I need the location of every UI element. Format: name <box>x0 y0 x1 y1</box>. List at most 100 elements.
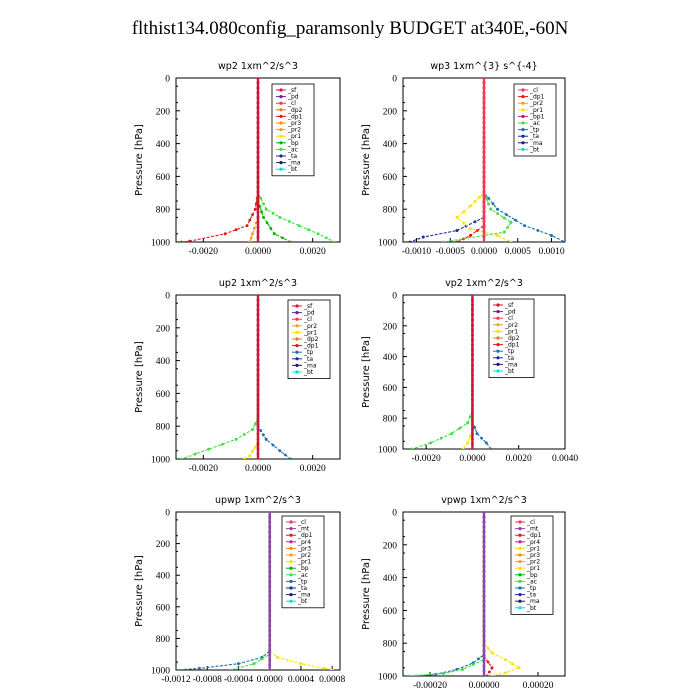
series-marker-sf <box>256 388 260 391</box>
series-marker-sf <box>256 373 260 376</box>
series-marker-sf <box>256 457 260 459</box>
legend-label: _bp1 <box>529 113 545 120</box>
legend-label: _dp1 <box>287 113 303 120</box>
legend-marker <box>521 95 525 99</box>
series-marker-mt <box>482 664 486 668</box>
legend-label: _pd <box>303 310 315 317</box>
series-marker-sf <box>256 220 260 224</box>
legend-label: _ma <box>303 362 317 369</box>
series-marker-cl <box>482 146 486 149</box>
series-marker-sf <box>471 407 474 411</box>
series-marker-mt <box>482 560 486 564</box>
series-marker-cl <box>482 180 486 184</box>
series-marker-cl <box>482 166 486 169</box>
series-marker-ac <box>502 216 506 220</box>
legend-marker <box>518 520 522 524</box>
y-axis-label: Pressure [hPa] <box>134 341 145 413</box>
series-marker-mt <box>268 569 272 573</box>
x-tick-label: 0.0040 <box>552 454 578 464</box>
legend-label: _dp1 <box>297 532 313 539</box>
series-marker-sf <box>256 225 260 229</box>
legend-label: _bt <box>526 605 537 612</box>
series-marker-pr1 <box>478 195 481 199</box>
series-marker-sf <box>256 101 260 105</box>
series-marker-tp <box>514 218 517 222</box>
legend-marker <box>496 323 500 327</box>
series-marker-cl <box>482 195 486 199</box>
legend-marker <box>289 533 293 537</box>
series-marker-dp1 <box>475 229 479 232</box>
series-marker-pr1 <box>517 666 521 670</box>
y-tick-label: 400 <box>383 353 398 363</box>
legend-marker <box>518 579 522 584</box>
series-marker-cl <box>482 171 486 174</box>
legend-marker <box>518 560 522 564</box>
series-marker-mt <box>268 535 272 539</box>
series-marker-sf <box>471 303 474 307</box>
series-marker-ac <box>458 426 462 430</box>
y-tick-label: 600 <box>383 384 398 394</box>
series-marker-mt <box>482 634 486 638</box>
legend-marker <box>295 304 299 308</box>
legend-label: _cl <box>287 100 296 107</box>
series-marker-sf <box>256 353 260 357</box>
series-marker-sf <box>256 427 260 431</box>
series-marker-mt <box>268 525 272 529</box>
series-marker-dp1 <box>490 666 494 670</box>
legend-label: _pr3 <box>526 552 540 559</box>
series-marker-ac <box>252 662 256 666</box>
series-marker-sf <box>256 175 260 179</box>
legend-marker <box>518 540 522 544</box>
series-marker-ac <box>407 674 410 676</box>
legend-label: _ta <box>287 153 297 160</box>
legend-label: _dp1 <box>303 343 319 350</box>
series-marker-sf <box>471 363 474 366</box>
series-marker-sf <box>256 402 260 406</box>
legend-marker <box>518 533 522 537</box>
legend-marker <box>279 128 283 132</box>
series-marker-mt <box>482 535 486 539</box>
panel-title: vp2 1xm^2/s^3 <box>445 278 523 289</box>
series-marker-mt <box>268 559 272 563</box>
series-marker-sf <box>256 121 260 125</box>
x-tick-label: 0.0005 <box>505 247 531 257</box>
series-marker-ac <box>450 432 453 435</box>
series-marker-tp <box>259 429 263 432</box>
series-marker-tp <box>536 229 540 232</box>
series-marker-ac <box>180 457 183 459</box>
series-marker-sf <box>256 442 260 446</box>
y-tick-label: 0 <box>165 509 170 519</box>
series-marker-pr1 <box>330 668 334 670</box>
series-marker-mt <box>268 668 272 670</box>
chart-panel: upwp 1xm^2/s^3 0 200 400 600 800 1000 Pressure … <box>134 495 346 685</box>
series-marker-mt <box>482 545 486 549</box>
legend-label: _pr2 <box>297 552 311 559</box>
x-tick-label: 0.0004 <box>288 675 314 685</box>
series-marker-sf <box>471 383 474 386</box>
series-marker-sf <box>256 195 260 199</box>
series-marker-sf <box>256 303 260 307</box>
series-marker-dp1 <box>180 240 183 242</box>
series-marker-ac <box>487 202 490 206</box>
series-marker-sf <box>471 353 474 357</box>
series-marker-sf <box>471 417 474 421</box>
series-marker-pr1 <box>490 674 494 676</box>
legend-box <box>513 83 557 157</box>
series-marker-bp <box>265 221 269 225</box>
legend-label: _ma <box>287 160 301 167</box>
series-marker-sf <box>471 368 474 371</box>
legend-label: _cl <box>303 316 312 323</box>
legend-label: _ta <box>504 355 514 362</box>
series-marker-cl <box>482 185 486 189</box>
legend-label: _dp2 <box>504 335 520 342</box>
series-marker-mt <box>268 609 272 613</box>
legend-label: _cl <box>504 315 513 322</box>
chart-panel: up2 1xm^2/s^3 0 200 400 600 800 1000 Pressure [… <box>134 278 341 474</box>
series-marker-sf <box>471 427 474 431</box>
series-marker-mt <box>268 663 272 667</box>
y-tick-label: 200 <box>156 107 171 117</box>
series-marker-tp <box>198 667 201 670</box>
series-marker-mt <box>482 619 486 623</box>
y-tick-label: 600 <box>156 603 171 613</box>
